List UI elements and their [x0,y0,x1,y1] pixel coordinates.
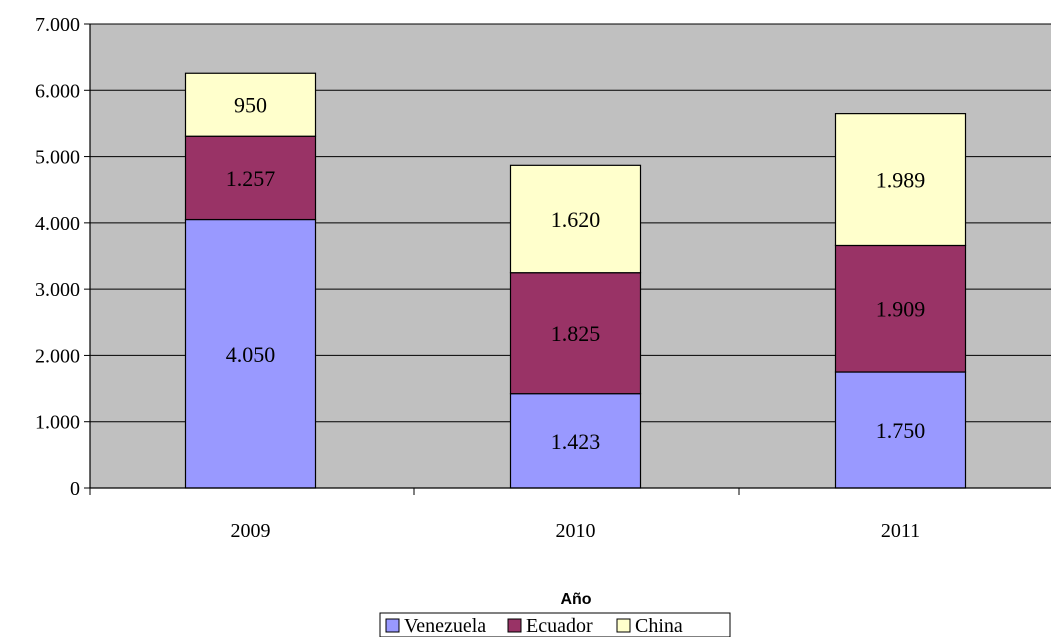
data-label-venezuela-2009: 4.050 [226,342,276,367]
y-tick-label-3: 3.000 [35,279,80,301]
legend-label-ecuador: Ecuador [526,615,593,637]
data-label-ecuador-2011: 1.909 [876,297,926,322]
y-tick-label-4: 4.000 [35,213,80,235]
data-label-venezuela-2010: 1.423 [551,429,601,454]
legend-label-china: China [635,615,683,637]
legend-swatch-china [616,618,631,633]
legend: Venezuela Ecuador China [379,612,731,637]
data-label-china-2010: 1.620 [551,207,601,232]
legend-swatch-venezuela [385,618,400,633]
data-label-china-2009: 950 [234,93,267,118]
y-tick-label-5: 5.000 [35,147,80,169]
bars-group: 4.050 1.257 950 1.423 1.825 1.620 1.750 1.909 1.… [184,72,967,489]
bar-china-2009 [184,72,317,137]
bar-venezuela-2011 [834,371,967,489]
legend-box [379,612,731,637]
bar-ecuador-2009 [184,135,317,221]
x-tick-label-2010: 2010 [556,520,596,542]
x-axis-title: Año [560,591,591,608]
data-label-ecuador-2010: 1.825 [551,321,601,346]
legend-label-venezuela: Venezuela [404,615,486,637]
y-tick-label-0: 0 [70,478,80,500]
x-tick-label-2011: 2011 [881,520,920,542]
x-tick-label-2009: 2009 [231,520,271,542]
y-tick-label-2: 2.000 [35,345,80,367]
bar-ecuador-2011 [834,244,967,373]
axes-group: 0 1.000 2.000 3.000 4.000 5.000 6.000 7.000 2009… [35,14,1051,542]
data-label-venezuela-2011: 1.750 [876,418,926,443]
bar-china-2010 [509,164,642,274]
y-tick-label-7: 7.000 [35,14,80,36]
bar-ecuador-2010 [509,272,642,395]
bar-china-2011 [834,113,967,247]
y-tick-label-6: 6.000 [35,80,80,102]
legend-swatch-ecuador [507,618,522,633]
data-label-ecuador-2009: 1.257 [226,166,276,191]
data-label-china-2011: 1.989 [876,168,926,193]
y-tick-label-1: 1.000 [35,412,80,434]
bar-venezuela-2010 [509,393,642,489]
